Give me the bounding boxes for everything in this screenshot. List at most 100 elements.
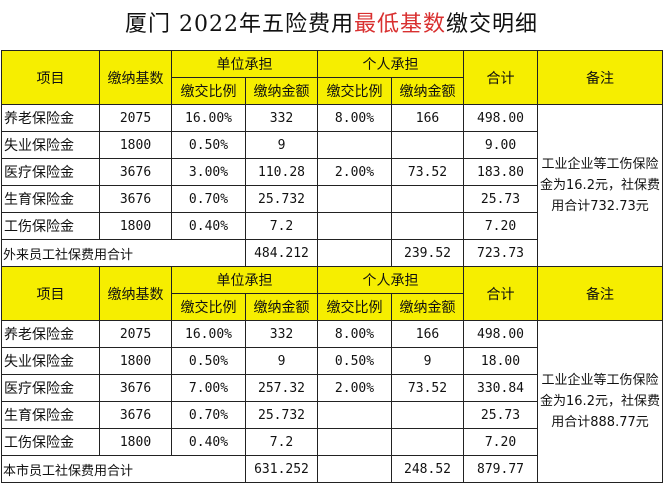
total-cell: 183.80 (463, 158, 538, 186)
header-subrow: 缴交比例 缴纳金额 缴交比例 缴纳金额 (2, 293, 663, 321)
header-note: 备注 (537, 266, 663, 321)
item-cell: 生育保险金 (1, 185, 100, 213)
table-row: 养老保险金 2075 16.00% 332 8.00% 166 498.00 工业企业等工伤保… (1, 104, 663, 267)
summary-total: 879.77 (463, 455, 538, 483)
table-row: 工伤保险金 1800 0.40% 7.2 7.20 (1, 428, 663, 456)
table-row: 医疗保险金 3676 3.00% 110.28 2.00% 73.52 183.80 (1, 158, 663, 186)
table-row: 失业保险金 1800 0.50% 9 0.50% 9 18.00 (1, 347, 663, 375)
table-body: 项目 缴纳基数 单位承担 个人承担 合计 备注 缴交比例 缴纳金额 缴交比例 缴纳金额 养老保险金 2… (1, 50, 663, 483)
personal-rate-cell: 8.00% (317, 320, 392, 348)
personal-rate-cell: 0.50% (317, 347, 392, 375)
base-cell: 3676 (99, 374, 172, 402)
base-cell: 2075 (99, 320, 172, 348)
summary-total: 723.73 (463, 239, 538, 267)
table-row: 养老保险金 2075 16.00% 332 8.00% 166 498.00 工业企业等工伤保… (1, 320, 663, 483)
employer-rate-cell: 3.00% (171, 158, 246, 186)
summary-employer-amount: 631.252 (245, 455, 318, 483)
personal-amount-cell (391, 212, 464, 240)
header-employer-amount: 缴纳金额 (245, 77, 318, 105)
employer-amount-cell: 257.32 (245, 374, 318, 402)
total-cell: 25.73 (463, 401, 538, 429)
base-cell: 3676 (99, 185, 172, 213)
header-personal-rate: 缴交比例 (317, 293, 392, 321)
personal-amount-cell: 73.52 (391, 374, 464, 402)
header-base: 缴纳基数 (99, 50, 172, 105)
personal-rate-cell (317, 185, 392, 213)
header-base: 缴纳基数 (99, 266, 172, 321)
total-cell: 498.00 (463, 104, 538, 132)
total-cell: 25.73 (463, 185, 538, 213)
personal-rate-cell (317, 212, 392, 240)
header-note: 备注 (537, 50, 663, 105)
table-row: 医疗保险金 3676 7.00% 257.32 2.00% 73.52 330.84 (1, 374, 663, 402)
summary-personal-amount: 248.52 (391, 455, 464, 483)
employer-amount-cell: 25.732 (245, 185, 318, 213)
item-cell: 医疗保险金 (1, 158, 100, 186)
employer-rate-cell: 16.00% (171, 320, 246, 348)
item-cell: 养老保险金 (1, 104, 100, 132)
employer-amount-cell: 332 (245, 104, 318, 132)
total-cell: 18.00 (463, 347, 538, 375)
header-employer: 单位承担 (171, 50, 318, 78)
employer-amount-cell: 9 (245, 347, 318, 375)
employer-rate-cell: 0.70% (171, 401, 246, 429)
base-cell: 1800 (99, 347, 172, 375)
note-cell: 工业企业等工伤保险金为16.2元，社保费用合计888.77元 (537, 320, 663, 483)
header-employer: 单位承担 (171, 266, 318, 294)
item-cell: 医疗保险金 (1, 374, 100, 402)
summary-label: 本市员工社保费用合计 (1, 455, 246, 483)
summary-label: 外来员工社保费用合计 (1, 239, 246, 267)
header-item: 项目 (1, 50, 100, 105)
table-row: 工伤保险金 1800 0.40% 7.2 7.20 (1, 212, 663, 240)
employer-amount-cell: 25.732 (245, 401, 318, 429)
title-accent: 最低基数 (353, 12, 446, 37)
header-subrow: 缴交比例 缴纳金额 缴交比例 缴纳金额 (2, 77, 663, 105)
personal-amount-cell: 9 (391, 347, 464, 375)
personal-rate-cell: 2.00% (317, 374, 392, 402)
total-cell: 498.00 (463, 320, 538, 348)
header-personal-amount: 缴纳金额 (391, 293, 464, 321)
base-cell: 3676 (99, 158, 172, 186)
summary-row: 本市员工社保费用合计 631.252 248.52 879.77 (1, 455, 663, 483)
employer-rate-cell: 16.00% (171, 104, 246, 132)
item-cell: 养老保险金 (1, 320, 100, 348)
header-personal-amount: 缴纳金额 (391, 77, 464, 105)
personal-amount-cell: 166 (391, 320, 464, 348)
employer-rate-cell: 7.00% (171, 374, 246, 402)
personal-amount-cell: 73.52 (391, 158, 464, 186)
header-total: 合计 (463, 50, 538, 105)
base-cell: 1800 (99, 131, 172, 159)
personal-amount-cell (391, 185, 464, 213)
employer-amount-cell: 332 (245, 320, 318, 348)
header-row: 项目 缴纳基数 单位承担 个人承担 合计 备注 (1, 50, 663, 105)
base-cell: 1800 (99, 212, 172, 240)
summary-personal-rate (317, 455, 392, 483)
item-cell: 生育保险金 (1, 401, 100, 429)
employer-amount-cell: 7.2 (245, 428, 318, 456)
employer-amount-cell: 7.2 (245, 212, 318, 240)
header-personal-rate: 缴交比例 (317, 77, 392, 105)
employer-rate-cell: 0.50% (171, 347, 246, 375)
header-personal: 个人承担 (317, 50, 464, 78)
item-cell: 工伤保险金 (1, 212, 100, 240)
header-employer-rate: 缴交比例 (171, 77, 246, 105)
personal-amount-cell: 166 (391, 104, 464, 132)
insurance-table: 项目 缴纳基数 单位承担 个人承担 合计 备注 缴交比例 缴纳金额 缴交比例 缴纳金额 养老保险金 2… (1, 50, 663, 483)
total-cell: 7.20 (463, 428, 538, 456)
item-cell: 工伤保险金 (1, 428, 100, 456)
personal-rate-cell (317, 428, 392, 456)
title-suffix: 缴交明细 (445, 12, 538, 37)
summary-personal-amount: 239.52 (391, 239, 464, 267)
employer-rate-cell: 0.50% (171, 131, 246, 159)
personal-amount-cell (391, 131, 464, 159)
total-cell: 9.00 (463, 131, 538, 159)
header-row: 项目 缴纳基数 单位承担 个人承担 合计 备注 (1, 266, 663, 321)
summary-personal-rate (317, 239, 392, 267)
personal-amount-cell (391, 428, 464, 456)
header-item: 项目 (1, 266, 100, 321)
note-cell: 工业企业等工伤保险金为16.2元，社保费用合计732.73元 (537, 104, 663, 267)
personal-rate-cell (317, 401, 392, 429)
total-cell: 7.20 (463, 212, 538, 240)
header-employer-amount: 缴纳金额 (245, 293, 318, 321)
table-row: 生育保险金 3676 0.70% 25.732 25.73 (1, 401, 663, 429)
